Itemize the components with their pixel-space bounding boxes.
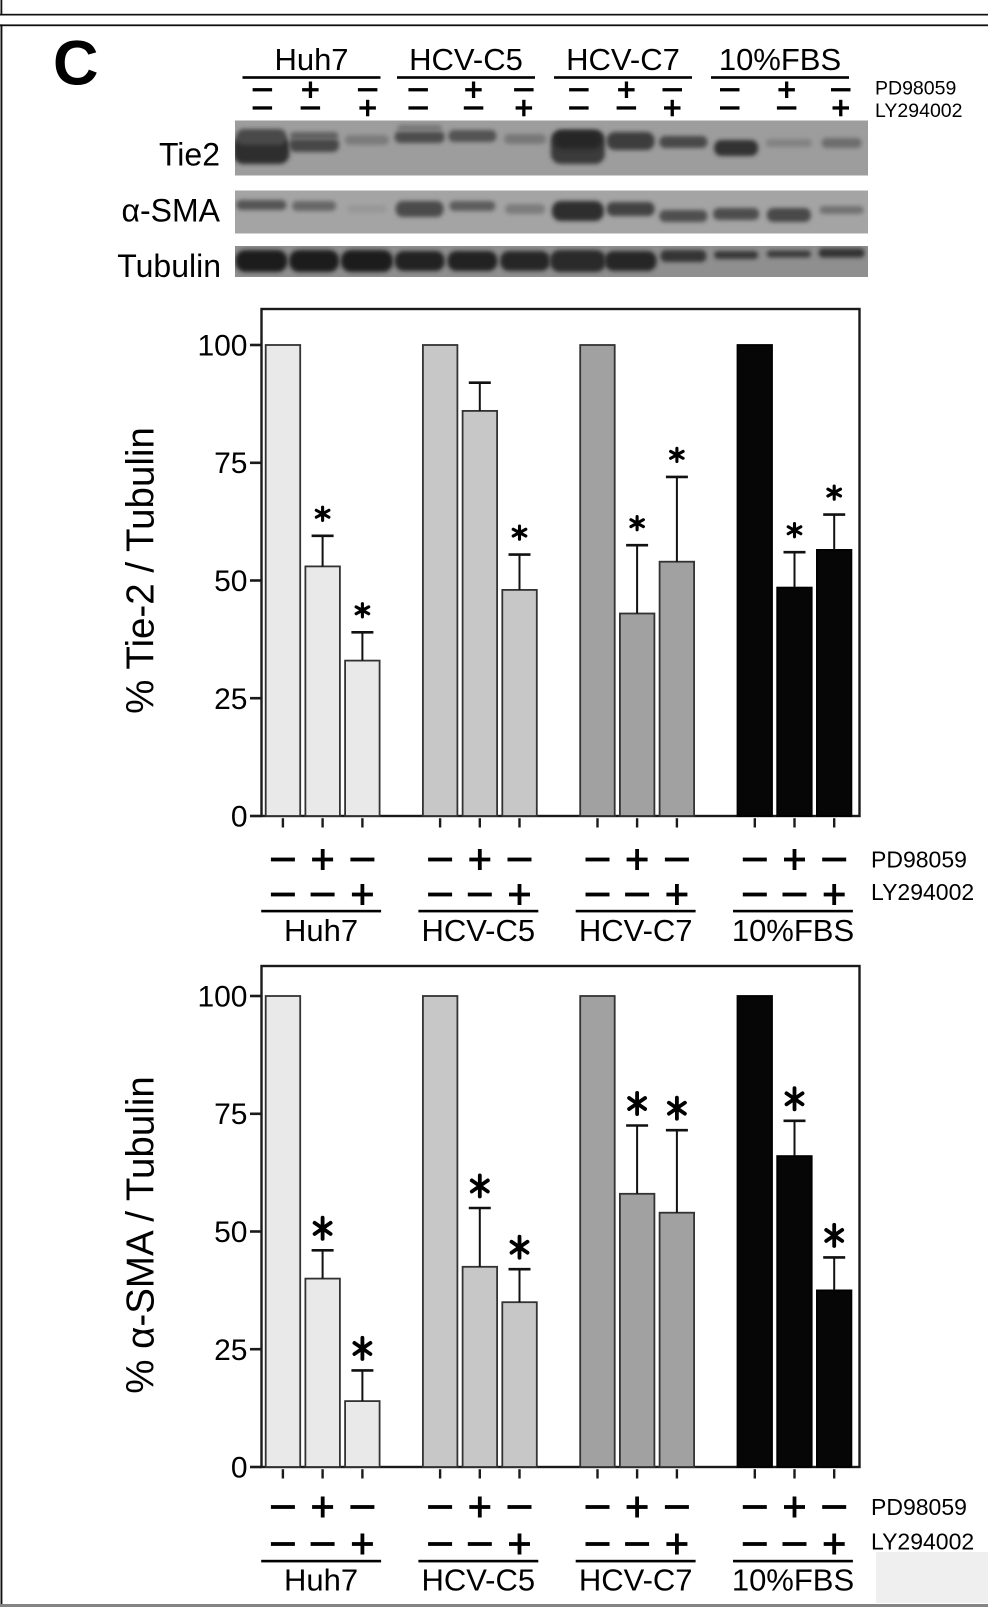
svg-text:0: 0 — [231, 1452, 248, 1485]
svg-text:LY294002: LY294002 — [875, 100, 962, 122]
svg-text:PD98059: PD98059 — [871, 1494, 967, 1520]
svg-text:HCV-C5: HCV-C5 — [421, 1563, 535, 1598]
svg-text:PD98059: PD98059 — [875, 78, 956, 100]
svg-text:HCV-C7: HCV-C7 — [579, 1563, 693, 1598]
svg-text:Huh7: Huh7 — [284, 1563, 358, 1598]
svg-text:HCV-C5: HCV-C5 — [409, 42, 523, 77]
svg-text:10%FBS: 10%FBS — [719, 42, 841, 77]
svg-text:Huh7: Huh7 — [274, 42, 348, 77]
svg-text:α-SMA: α-SMA — [122, 193, 221, 229]
svg-text:100: 100 — [197, 981, 247, 1014]
svg-text:HCV-C5: HCV-C5 — [421, 913, 535, 948]
svg-text:% α-SMA / Tubulin: % α-SMA / Tubulin — [120, 1076, 163, 1394]
svg-text:PD98059: PD98059 — [871, 847, 967, 873]
svg-text:LY294002: LY294002 — [871, 879, 974, 905]
svg-text:% Tie-2 / Tubulin: % Tie-2 / Tubulin — [120, 427, 163, 714]
svg-text:HCV-C7: HCV-C7 — [579, 913, 693, 948]
svg-text:75: 75 — [214, 1098, 247, 1131]
svg-text:Tie2: Tie2 — [159, 137, 220, 173]
svg-text:10%FBS: 10%FBS — [732, 913, 854, 948]
svg-text:Huh7: Huh7 — [284, 913, 358, 948]
svg-text:50: 50 — [214, 565, 247, 598]
svg-text:Tubulin: Tubulin — [117, 248, 221, 284]
svg-text:HCV-C7: HCV-C7 — [566, 42, 680, 77]
svg-text:100: 100 — [197, 330, 247, 363]
svg-text:LY294002: LY294002 — [871, 1529, 974, 1555]
svg-text:C: C — [53, 29, 99, 99]
svg-text:25: 25 — [214, 683, 247, 716]
svg-text:50: 50 — [214, 1216, 247, 1249]
svg-text:10%FBS: 10%FBS — [732, 1563, 854, 1598]
svg-text:0: 0 — [231, 801, 248, 834]
svg-text:25: 25 — [214, 1334, 247, 1367]
svg-text:75: 75 — [214, 447, 247, 480]
